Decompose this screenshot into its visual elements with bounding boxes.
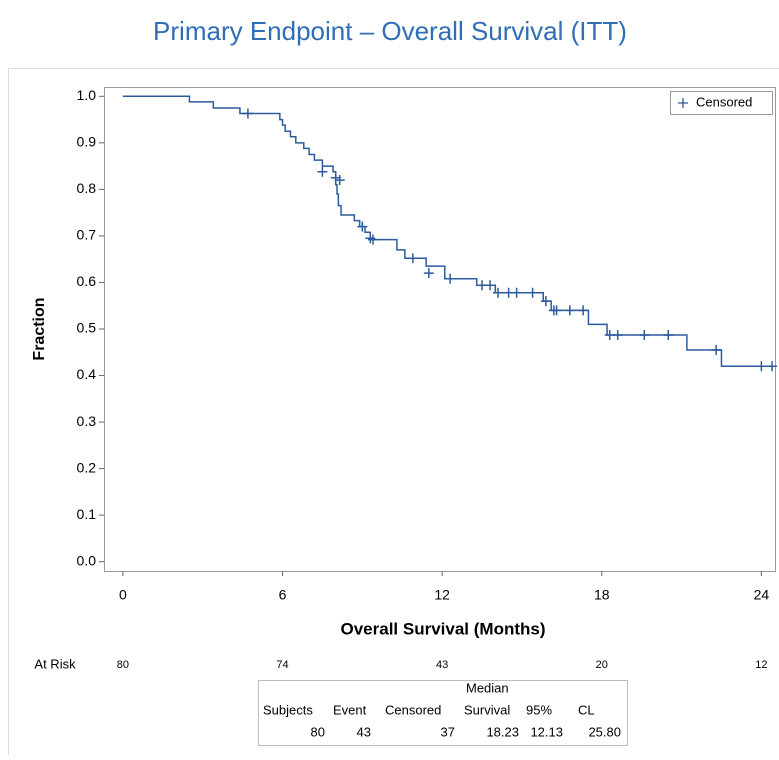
at-risk-value: 20 — [596, 659, 608, 671]
chart-frame — [9, 69, 779, 756]
table-cell: 80 — [311, 724, 325, 739]
table-cell: 18.23 — [486, 724, 519, 739]
censor-mark — [541, 296, 551, 306]
y-tick-label: 0.9 — [77, 134, 97, 150]
plot-frame — [105, 88, 776, 572]
y-tick-label: 0.8 — [77, 180, 97, 196]
censor-mark — [424, 268, 434, 278]
at-risk-value: 74 — [276, 659, 288, 671]
y-tick-label: 0.5 — [77, 320, 97, 336]
table-header: Censored — [385, 702, 441, 717]
table-group-header: Median — [466, 680, 509, 695]
censor-mark — [243, 109, 253, 119]
y-tick-label: 0.2 — [77, 459, 97, 475]
censor-mark — [663, 330, 673, 340]
at-risk-value: 43 — [436, 659, 448, 671]
table-header: Survival — [464, 702, 510, 717]
censor-mark — [493, 288, 503, 298]
at-risk-label: At Risk — [34, 656, 76, 671]
x-axis-label: Overall Survival (Months) — [341, 619, 546, 638]
y-axis-label: Fraction — [31, 297, 48, 360]
y-tick-label: 0.7 — [77, 227, 97, 243]
y-tick-label: 0.6 — [77, 273, 97, 289]
legend-label: Censored — [696, 94, 752, 109]
table-header: CL — [578, 702, 595, 717]
x-tick-label: 12 — [434, 587, 450, 603]
censor-mark — [445, 274, 455, 284]
table-cell: 12.13 — [530, 724, 563, 739]
chart-title: Primary Endpoint – Overall Survival (ITT… — [153, 16, 627, 46]
x-tick-label: 24 — [754, 587, 770, 603]
table-header: Subjects — [263, 702, 313, 717]
censor-mark — [408, 253, 418, 263]
at-risk-value: 80 — [117, 659, 129, 671]
censor-mark — [565, 305, 575, 315]
censor-mark — [357, 222, 367, 232]
table-cell: 25.80 — [588, 724, 621, 739]
censor-mark — [711, 345, 721, 355]
censor-mark — [552, 305, 562, 315]
y-tick-label: 0.0 — [77, 552, 97, 568]
y-tick-label: 0.1 — [77, 506, 97, 522]
y-tick-label: 0.3 — [77, 413, 97, 429]
table-header: Event — [333, 702, 367, 717]
censor-mark — [639, 330, 649, 340]
censor-mark — [578, 305, 588, 315]
table-cell: 43 — [357, 724, 371, 739]
table-header: 95% — [526, 702, 552, 717]
censor-mark — [365, 233, 375, 243]
survival-line — [123, 96, 776, 366]
censor-mark — [512, 288, 522, 298]
x-tick-label: 18 — [594, 587, 610, 603]
censor-mark — [368, 235, 378, 245]
x-tick-label: 6 — [279, 587, 287, 603]
censor-mark — [756, 361, 766, 371]
legend: Censored — [671, 92, 773, 115]
at-risk-value: 12 — [755, 659, 767, 671]
y-tick-label: 0.4 — [77, 366, 97, 382]
censor-mark — [317, 167, 327, 177]
table-cell: 37 — [441, 724, 455, 739]
censor-mark — [613, 330, 623, 340]
y-tick-label: 1.0 — [77, 87, 97, 103]
x-tick-label: 0 — [119, 587, 127, 603]
censor-mark — [528, 288, 538, 298]
censor-mark — [485, 280, 495, 290]
